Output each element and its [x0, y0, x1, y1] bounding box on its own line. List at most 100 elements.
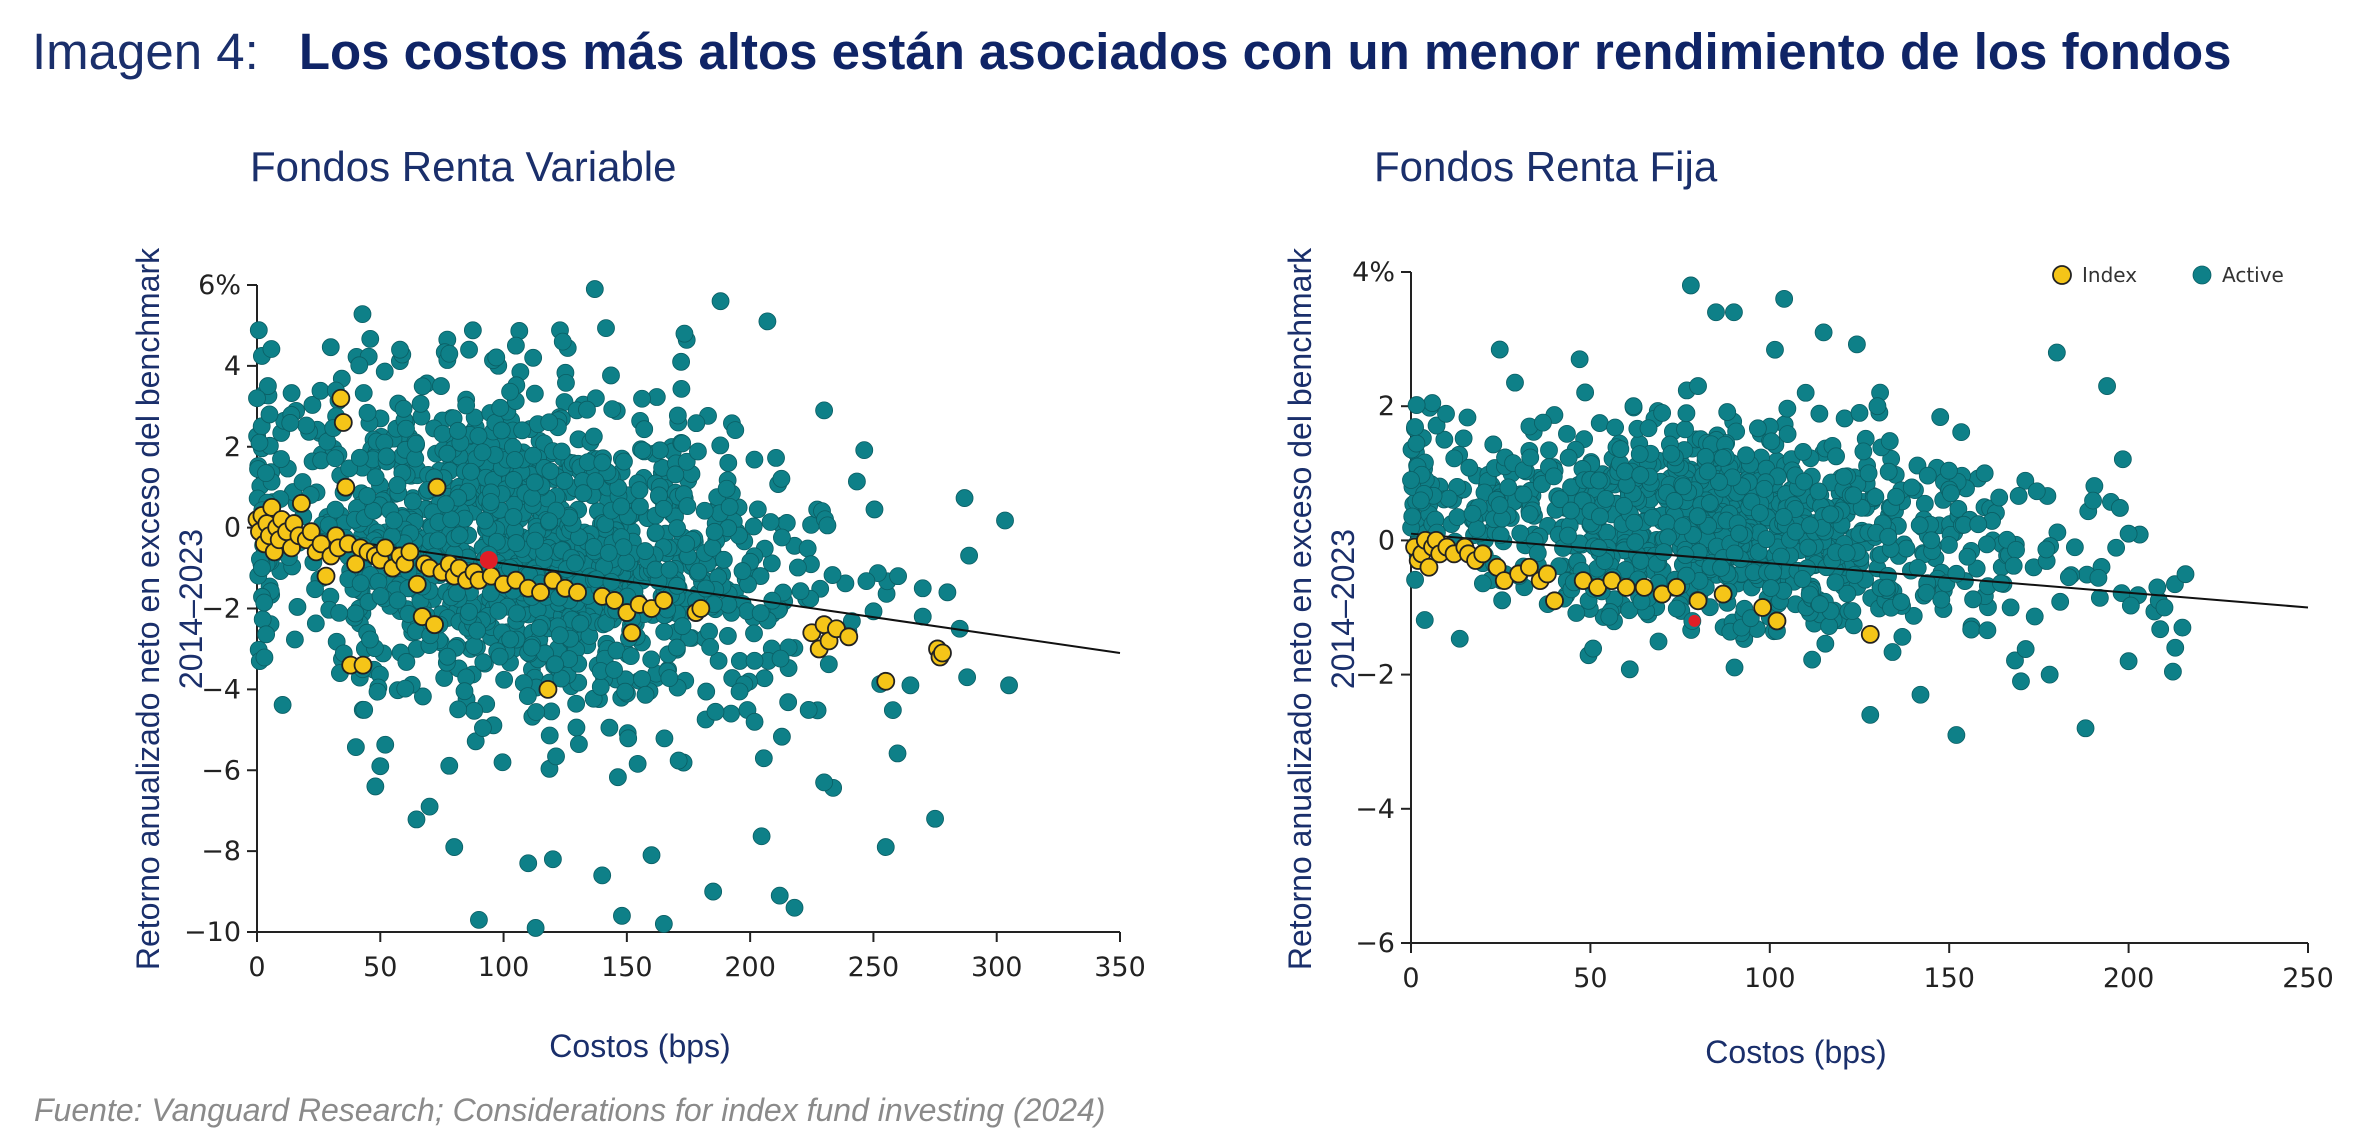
- index-point: [1419, 557, 1439, 577]
- index-point: [1616, 577, 1636, 597]
- index-point: [1767, 611, 1787, 631]
- active-point: [1932, 590, 1951, 609]
- active-point: [1674, 477, 1693, 496]
- active-point: [355, 701, 374, 719]
- active-point: [1838, 584, 1857, 603]
- active-point: [1977, 535, 1996, 554]
- active-point: [371, 587, 390, 605]
- active-point: [1468, 520, 1486, 538]
- active-point: [1499, 478, 1518, 497]
- active-point: [397, 419, 415, 438]
- active-point: [542, 702, 561, 721]
- active-point: [650, 441, 669, 460]
- active-point: [1814, 323, 1833, 342]
- active-point: [463, 321, 482, 340]
- active-point: [673, 617, 692, 636]
- active-point: [567, 694, 586, 713]
- active-point: [615, 452, 633, 471]
- index-point: [1688, 591, 1708, 611]
- y-tick-label: −2: [1355, 660, 1395, 691]
- active-point: [1750, 504, 1769, 522]
- active-point: [668, 576, 686, 595]
- y-tick-label: −6: [201, 755, 241, 786]
- active-point: [1774, 508, 1793, 526]
- active-point: [666, 465, 685, 484]
- active-point: [1620, 660, 1639, 679]
- active-point: [525, 384, 544, 403]
- active-point: [1737, 446, 1755, 465]
- active-point: [1514, 485, 1533, 504]
- index-point: [316, 566, 336, 586]
- active-point: [525, 473, 544, 492]
- y-tick-label: 0: [224, 513, 241, 544]
- x-tick-label: 50: [1573, 963, 1607, 994]
- index-point: [876, 671, 896, 691]
- active-point: [1801, 516, 1819, 535]
- active-point: [2001, 598, 2020, 617]
- active-point: [1493, 591, 1512, 610]
- active-point: [306, 614, 325, 633]
- active-point: [730, 682, 749, 701]
- active-point: [631, 497, 649, 516]
- active-point: [438, 647, 457, 666]
- index-point: [1537, 564, 1557, 584]
- active-point: [701, 638, 720, 656]
- active-point: [642, 650, 661, 669]
- active-point: [469, 427, 488, 445]
- active-point: [1427, 416, 1446, 435]
- active-point: [326, 500, 345, 519]
- active-point: [546, 655, 564, 674]
- active-point: [326, 449, 345, 468]
- active-point: [351, 574, 370, 593]
- active-point: [2025, 607, 2044, 626]
- active-point: [489, 602, 508, 620]
- active-point: [687, 414, 706, 433]
- active-point: [311, 381, 330, 400]
- index-point: [691, 599, 711, 618]
- active-point: [474, 653, 493, 672]
- active-point: [1811, 595, 1829, 614]
- active-point: [407, 810, 426, 829]
- active-point: [1755, 479, 1774, 498]
- active-point: [354, 384, 373, 402]
- active-point: [1689, 377, 1707, 395]
- active-point: [938, 583, 957, 602]
- active-point: [883, 701, 902, 720]
- y-tick-label: −2: [201, 594, 241, 625]
- x-tick-label: 200: [724, 952, 776, 983]
- active-point: [1879, 527, 1898, 546]
- active-point: [2009, 487, 2028, 505]
- active-point: [1975, 464, 1994, 483]
- active-point: [1600, 607, 1619, 626]
- active-point: [955, 489, 974, 507]
- active-point: [449, 700, 468, 719]
- active-point: [272, 450, 290, 468]
- active-point: [889, 567, 907, 586]
- active-point: [2155, 598, 2174, 617]
- active-point: [1893, 627, 1912, 646]
- active-point: [547, 747, 565, 766]
- active-point: [1725, 658, 1744, 677]
- active-point: [1484, 435, 1503, 454]
- active-point: [1540, 441, 1558, 460]
- active-point: [616, 682, 635, 701]
- active-point: [646, 523, 665, 542]
- active-point: [672, 352, 691, 371]
- active-point: [1631, 466, 1650, 484]
- active-point: [481, 493, 500, 511]
- active-point: [1793, 570, 1812, 588]
- active-point: [487, 348, 506, 367]
- active-point: [526, 919, 545, 937]
- active-point: [960, 546, 978, 565]
- active-point: [388, 476, 407, 494]
- active-point: [1852, 498, 1871, 517]
- active-point: [1942, 484, 1960, 503]
- active-point: [510, 322, 529, 340]
- active-point: [745, 450, 764, 469]
- active-point: [468, 621, 487, 640]
- active-point: [1778, 425, 1797, 444]
- active-point: [508, 604, 526, 623]
- active-point: [411, 394, 430, 413]
- active-point: [2089, 568, 2108, 587]
- active-point: [462, 462, 480, 481]
